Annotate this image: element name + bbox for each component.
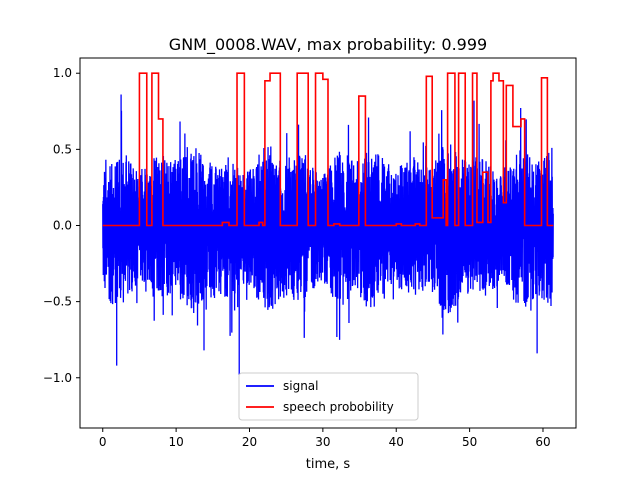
- legend-label: speech probobility: [283, 400, 394, 414]
- x-tick-label: 10: [168, 435, 183, 449]
- y-tick-label: 0.5: [53, 142, 72, 156]
- x-tick-label: 40: [389, 435, 404, 449]
- speech-probability-series-line: [102, 72, 554, 227]
- x-tick-label: 20: [242, 435, 257, 449]
- y-tick-label: −0.5: [43, 295, 72, 309]
- y-tick-label: 1.0: [53, 66, 72, 80]
- x-tick-label: 60: [535, 435, 550, 449]
- x-tick-label: 50: [462, 435, 477, 449]
- x-axis-label: time, s: [306, 457, 351, 472]
- y-tick-label: −1.0: [43, 371, 72, 385]
- x-tick-label: 30: [315, 435, 330, 449]
- axes-frame: [79, 57, 577, 429]
- legend: signal speech probobility: [238, 372, 419, 421]
- chart-title: GNM_0008.WAV, max probability: 0.999: [169, 35, 487, 55]
- y-tick-label: 0.0: [53, 218, 72, 232]
- legend-label: signal: [283, 379, 319, 393]
- legend-box: [238, 372, 419, 421]
- x-tick-label: 0: [99, 435, 107, 449]
